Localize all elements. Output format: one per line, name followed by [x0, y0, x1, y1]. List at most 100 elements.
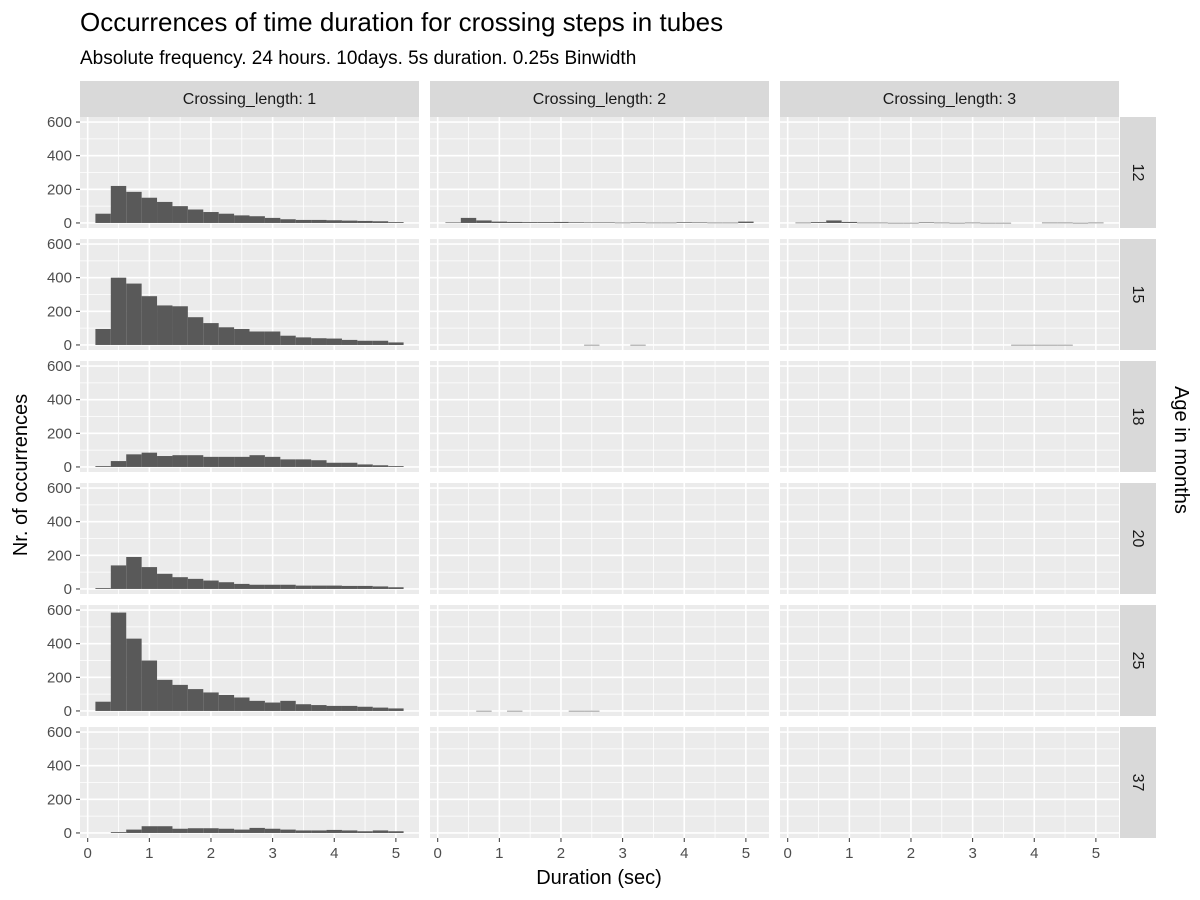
histogram-bar	[568, 222, 585, 223]
histogram-bar	[249, 700, 265, 711]
histogram-bar	[203, 580, 219, 589]
histogram-bar	[141, 826, 158, 833]
histogram-bar	[280, 219, 296, 223]
x-tick-label: 5	[742, 845, 750, 862]
histogram-bar	[280, 584, 296, 589]
histogram-bar	[857, 222, 873, 224]
y-tick-label: 600	[47, 602, 72, 619]
histogram-bar	[234, 583, 250, 589]
histogram-bar	[388, 222, 404, 223]
histogram-bar	[341, 462, 358, 467]
histogram-bar	[126, 454, 142, 467]
histogram-bar	[357, 464, 373, 467]
x-tick-label: 2	[907, 845, 915, 862]
x-tick-label: 2	[207, 845, 215, 862]
y-tick-label: 0	[64, 337, 72, 354]
histogram-bar	[126, 283, 142, 345]
x-tick-label: 5	[392, 845, 400, 862]
histogram-bar	[341, 585, 358, 589]
histogram-bar	[187, 578, 204, 589]
x-tick-label: 1	[145, 845, 153, 862]
chart-subtitle: Absolute frequency. 24 hours. 10days. 5s…	[80, 48, 636, 69]
histogram-bar	[357, 585, 373, 589]
histogram-bar	[295, 585, 312, 589]
column-strip-label: Crossing_length: 3	[883, 91, 1017, 108]
histogram-bar	[311, 460, 327, 467]
histogram-bar	[722, 222, 739, 224]
histogram-bar	[311, 585, 327, 589]
histogram-bar	[157, 201, 173, 223]
histogram-bar	[110, 277, 127, 345]
y-tick-label: 0	[64, 459, 72, 476]
y-tick-label: 600	[47, 114, 72, 131]
histogram-bar	[157, 573, 173, 589]
x-axis-title: Duration (sec)	[536, 867, 662, 889]
histogram-bar	[964, 222, 981, 224]
histogram-bar	[795, 222, 811, 224]
histogram-bar	[249, 827, 265, 833]
histogram-bar	[691, 222, 708, 224]
histogram-bar	[537, 222, 554, 223]
histogram-bar	[645, 222, 662, 224]
histogram-bar	[568, 710, 585, 712]
histogram-bar	[203, 456, 219, 467]
y-axis-title: Nr. of occurrences	[10, 394, 32, 556]
y-tick-label: 0	[64, 215, 72, 232]
facet-panel	[80, 117, 419, 228]
row-strip	[1120, 361, 1156, 472]
histogram-bar	[311, 219, 327, 223]
histogram-bar	[1057, 344, 1073, 346]
row-strip-label: 15	[1129, 286, 1146, 304]
histogram-bar	[507, 710, 523, 712]
y-tick-label: 400	[47, 758, 72, 775]
histogram-bar	[110, 832, 127, 833]
histogram-bar	[203, 212, 219, 223]
histogram-bar	[460, 217, 477, 223]
histogram-bar	[95, 701, 111, 711]
histogram-bar	[872, 222, 888, 224]
histogram-bar	[1041, 344, 1058, 346]
histogram-bar	[357, 706, 373, 711]
row-strip-label: 18	[1129, 408, 1146, 426]
row-strip-label: 37	[1129, 774, 1146, 792]
histogram-bar	[157, 679, 173, 711]
histogram-bar	[126, 638, 142, 711]
row-strip	[1120, 605, 1156, 716]
histogram-bar	[172, 828, 188, 833]
histogram-bar	[372, 586, 389, 589]
histogram-bar	[157, 305, 173, 345]
histogram-bar	[995, 222, 1012, 224]
histogram-bar	[172, 684, 188, 711]
facet-panel	[430, 117, 769, 228]
histogram-bar	[295, 830, 312, 833]
histogram-bar	[372, 707, 389, 711]
histogram-bar	[280, 700, 296, 711]
histogram-bar	[1057, 222, 1073, 224]
x-tick-label: 1	[845, 845, 853, 862]
histogram-bar	[522, 222, 538, 223]
histogram-bar	[280, 335, 296, 345]
histogram-bar	[1011, 344, 1027, 346]
y-tick-label: 200	[47, 425, 72, 442]
column-strip-label: Crossing_length: 1	[183, 91, 317, 108]
histogram-bar	[507, 221, 523, 223]
histogram-bar	[903, 222, 919, 224]
x-tick-label: 0	[434, 845, 442, 862]
histogram-bar	[326, 829, 342, 833]
histogram-bar	[110, 461, 127, 467]
y-tick-label: 0	[64, 581, 72, 598]
facet-panel	[430, 361, 769, 472]
histogram-bar	[357, 220, 373, 223]
facet-panel	[430, 727, 769, 838]
histogram-bar	[172, 206, 188, 223]
histogram-bar	[326, 585, 342, 589]
histogram-bar	[203, 323, 219, 345]
histogram-bar	[887, 222, 904, 224]
histogram-bar	[476, 710, 492, 712]
histogram-bar	[187, 455, 204, 467]
facet-panel	[80, 361, 419, 472]
histogram-bar	[110, 612, 127, 711]
chart-title: Occurrences of time duration for crossin…	[80, 7, 723, 37]
histogram-bar	[203, 828, 219, 833]
